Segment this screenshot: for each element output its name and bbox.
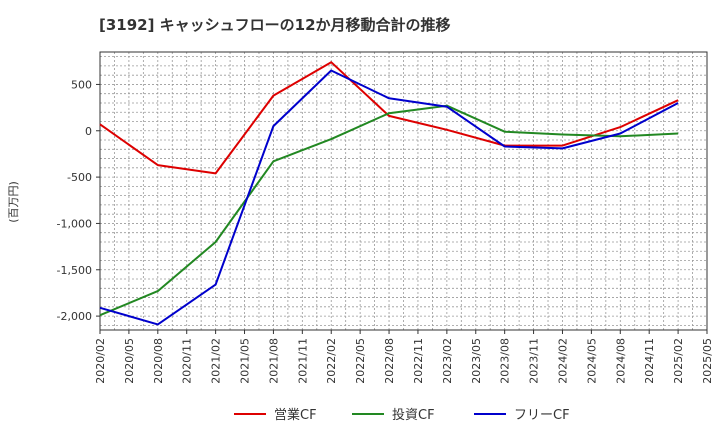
- x-tick-label: 2024/11: [643, 338, 656, 384]
- x-tick-label: 2022/02: [325, 338, 338, 384]
- x-tick-label: 2023/08: [499, 338, 512, 384]
- y-tick-label: 500: [71, 78, 92, 91]
- x-tick-label: 2021/02: [210, 338, 223, 384]
- y-tick-label: -500: [67, 171, 92, 184]
- series-line: [99, 104, 679, 317]
- x-axis: 2020/02 2020/05 2020/08 2020/11 2021/02 2021/…: [94, 330, 714, 384]
- y-axis-label: (百万円): [7, 181, 20, 223]
- x-tick-label: 2025/02: [672, 338, 685, 384]
- grid: [100, 52, 707, 330]
- y-tick-label: 0: [85, 125, 92, 138]
- x-tick-label: 2022/05: [354, 338, 367, 384]
- x-tick-label: 2023/11: [528, 338, 541, 384]
- y-axis: 500 0 -500 -1,000 -1,500 -2,000: [57, 78, 100, 323]
- y-tick-label: -1,500: [57, 264, 92, 277]
- plot-frame: [99, 51, 708, 331]
- y-tick-label: -2,000: [57, 310, 92, 323]
- series-line: [99, 61, 679, 175]
- x-tick-label: 2024/05: [585, 338, 598, 384]
- x-tick-label: 2020/08: [152, 338, 165, 384]
- x-tick-label: 2021/05: [239, 338, 252, 384]
- legend-label: フリーCF: [514, 408, 570, 423]
- x-tick-label: 2024/02: [556, 338, 569, 384]
- x-tick-label: 2022/11: [412, 338, 425, 384]
- legend-label: 営業CF: [274, 407, 317, 423]
- x-tick-label: 2020/05: [123, 338, 136, 384]
- x-tick-label: 2022/08: [383, 338, 396, 384]
- x-tick-label: 2021/11: [296, 338, 309, 384]
- y-tick-label: -1,000: [57, 217, 92, 230]
- series-lines: [99, 61, 679, 326]
- series-line: [99, 69, 679, 326]
- x-tick-label: 2025/05: [701, 338, 714, 384]
- chart-title: [3192] キャッシュフローの12か月移動合計の推移: [99, 16, 451, 34]
- x-tick-label: 2023/02: [441, 338, 454, 384]
- legend: 営業CF 投資CF フリーCF: [234, 407, 570, 423]
- legend-label: 投資CF: [392, 407, 435, 423]
- x-tick-label: 2020/11: [181, 338, 194, 384]
- x-tick-label: 2024/08: [614, 338, 627, 384]
- x-tick-label: 2020/02: [94, 338, 107, 384]
- x-tick-label: 2023/05: [470, 338, 483, 384]
- x-tick-label: 2021/08: [267, 338, 280, 384]
